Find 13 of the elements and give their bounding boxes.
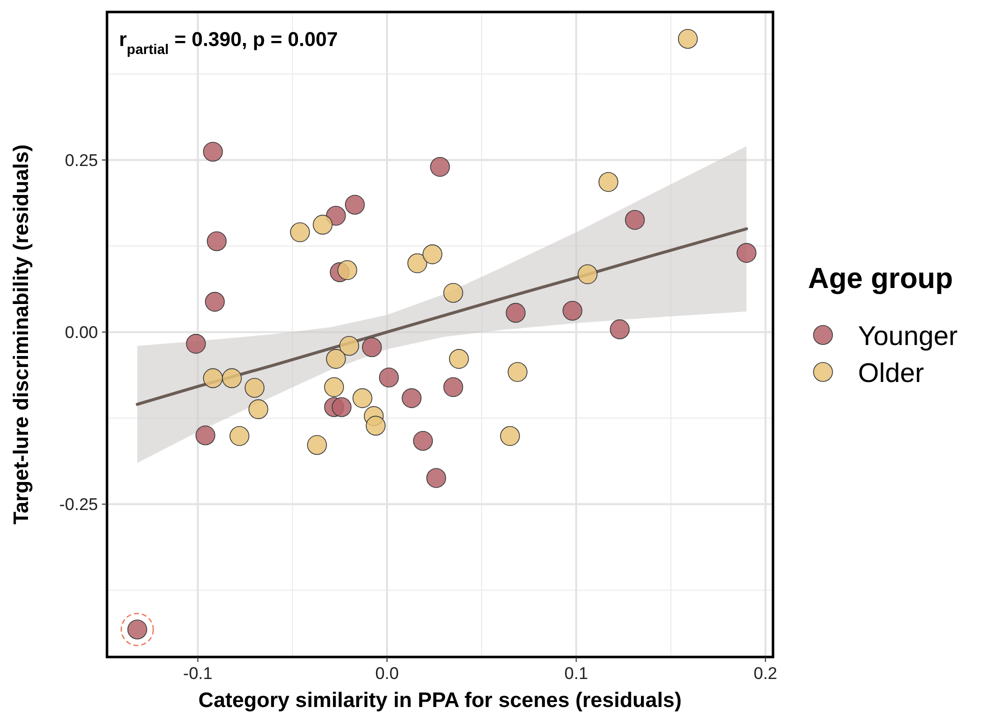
legend-title: Age group	[808, 263, 953, 295]
x-axis-title: Category similarity in PPA for scenes (residuals)	[198, 689, 682, 712]
y-axis-title: Target-lure discriminability (residuals)	[10, 144, 33, 525]
x-tick-label: 0.2	[754, 664, 778, 683]
x-tick-label: 0.1	[564, 664, 588, 683]
y-tick-label: 0.00	[64, 323, 98, 342]
y-tick-label: -0.25	[59, 495, 98, 514]
y-tick-label: 0.25	[64, 151, 98, 170]
x-tick-label: -0.1	[183, 664, 212, 683]
legend-label: Younger	[858, 321, 958, 351]
annotation: r$_{partial}$ = 0.390, p = 0.007	[119, 29, 338, 57]
x-tick-label: 0.0	[375, 664, 399, 683]
legend-label: Older	[858, 358, 924, 388]
